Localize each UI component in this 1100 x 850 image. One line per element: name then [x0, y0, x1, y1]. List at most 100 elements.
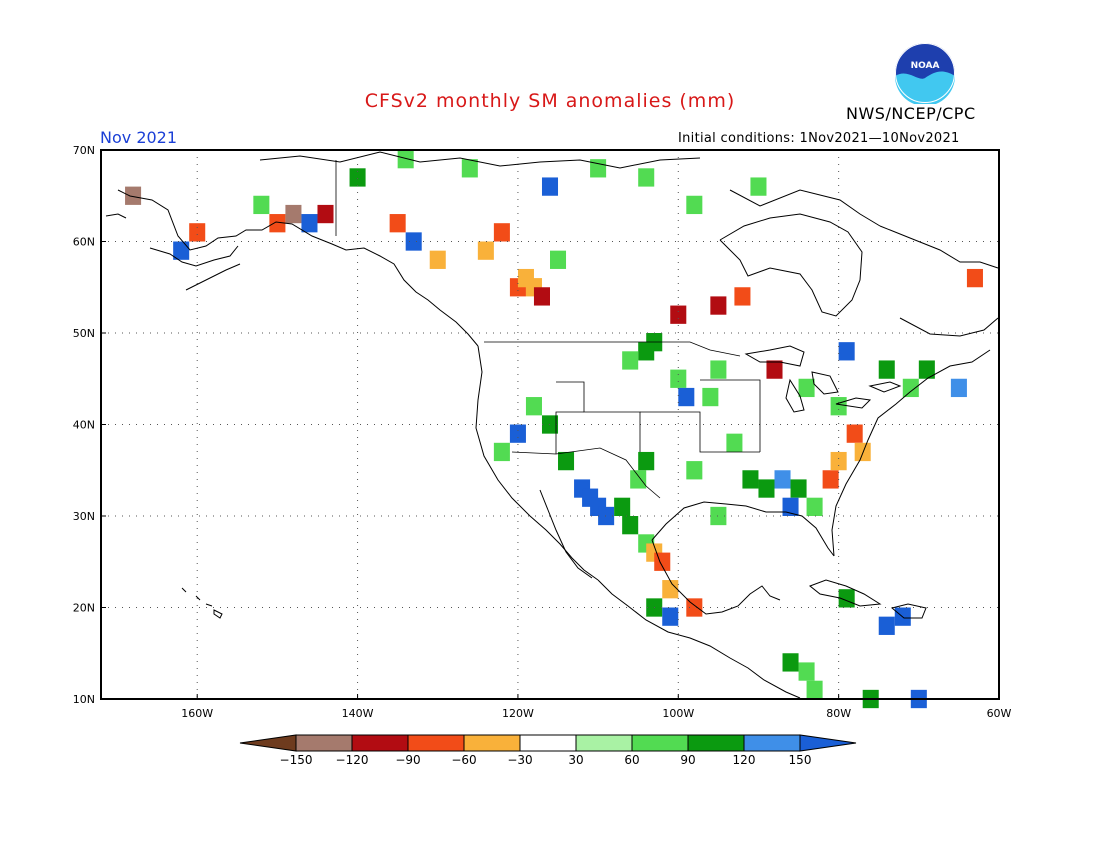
anomaly-cell [638, 342, 655, 361]
anomaly-cell [662, 607, 679, 626]
anomaly-cell [493, 442, 510, 462]
lat-tick-label: 50N [73, 327, 95, 340]
lon-tick-label: 140W [342, 707, 374, 720]
anomaly-cell [477, 241, 494, 260]
anomaly-cell [670, 369, 687, 388]
colorbar-label: −120 [336, 753, 369, 767]
colorbar-label: 150 [789, 753, 812, 767]
anomaly-cell [894, 296, 911, 315]
anomaly-cell [710, 506, 727, 526]
anomaly-cell [950, 378, 967, 398]
anomaly-cell [622, 351, 639, 370]
anomaly-cell [389, 214, 406, 233]
anomaly-cell [942, 278, 959, 297]
anomaly-cell [726, 433, 743, 452]
colorbar-label: −30 [507, 753, 532, 767]
anomaly-cell [966, 268, 983, 288]
anomaly-cell [550, 250, 567, 269]
colorbar-label: −150 [280, 753, 313, 767]
anomaly-cell [509, 424, 526, 443]
colorbar-swatch [575, 734, 633, 752]
anomaly-cell [678, 479, 695, 498]
agency-label: NWS/NCEP/CPC [846, 104, 976, 123]
anomaly-cell [686, 598, 703, 617]
anomaly-cell [750, 177, 767, 196]
anomaly-cell [662, 580, 679, 599]
anomaly-cell [798, 378, 815, 398]
anomaly-cell [622, 516, 639, 535]
anomaly-cell [285, 204, 302, 224]
svg-text:NOAA: NOAA [911, 61, 940, 71]
political-borders [335, 160, 761, 499]
longitude-labels: 160W 140W 120W 100W 80W 60W [181, 694, 1012, 720]
anomaly-cell [533, 287, 550, 306]
lon-tick-label: 80W [826, 707, 851, 720]
colorbar-legend: −150 −120 −90 −60 −30 30 60 90 120 150 [239, 734, 857, 767]
lon-tick-label: 120W [502, 707, 534, 720]
anomaly-cell [253, 195, 270, 215]
anomaly-cell [838, 589, 855, 608]
noaa-logo-icon: NOAA [895, 43, 955, 104]
anomaly-cell [125, 186, 142, 205]
anomaly-cell [686, 195, 703, 215]
anomaly-cell [173, 241, 190, 260]
map-title: CFSv2 monthly SM anomalies (mm) [364, 90, 736, 112]
coastlines [105, 151, 999, 699]
anomaly-cell [493, 223, 510, 242]
anomaly-cell [710, 296, 727, 315]
anomaly-cell [541, 177, 559, 196]
anomaly-cells [125, 150, 983, 709]
colorbar-swatch [463, 734, 521, 752]
colorbar-swatch [351, 734, 409, 752]
map-grid [101, 150, 999, 699]
anomaly-cell [678, 387, 695, 407]
anomaly-cell [461, 159, 478, 178]
anomaly-cell [622, 305, 639, 324]
anomaly-cell [317, 204, 334, 224]
anomaly-cell [349, 168, 366, 187]
lat-tick-label: 10N [73, 693, 95, 706]
anomaly-cell [598, 506, 615, 526]
lon-tick-label: 160W [181, 707, 213, 720]
anomaly-cell [517, 268, 534, 288]
colorbar-label: 90 [680, 753, 695, 767]
anomaly-cell [429, 250, 446, 269]
colorbar-label: 30 [568, 753, 583, 767]
colorbar-swatch [407, 734, 465, 752]
anomaly-cell [269, 214, 286, 233]
anomaly-cell [870, 305, 887, 324]
colorbar-left-arrow [239, 734, 297, 752]
anomaly-cell [405, 232, 422, 251]
lon-tick-label: 100W [662, 707, 694, 720]
anomaly-cell [638, 451, 655, 471]
colorbar-swatch [631, 734, 689, 752]
anomaly-cell [918, 360, 935, 379]
colorbar-label: −60 [451, 753, 476, 767]
anomaly-cell [838, 342, 855, 361]
colorbar-swatch [743, 734, 801, 752]
anomaly-cell [878, 360, 895, 379]
anomaly-cell [902, 378, 919, 398]
anomaly-cell [830, 397, 847, 416]
anomaly-cell [670, 305, 687, 324]
colorbar-label: 60 [624, 753, 639, 767]
lat-tick-label: 20N [73, 602, 95, 615]
colorbar-label: 120 [733, 753, 756, 767]
anomaly-cell [590, 159, 607, 178]
anomaly-cell [806, 497, 823, 516]
anomaly-cell [630, 470, 647, 489]
anomaly-cell [501, 259, 518, 279]
anomaly-cell [734, 287, 751, 306]
colorbar-right-arrow [799, 734, 857, 752]
anomaly-cell [638, 168, 655, 187]
colorbar-swatch [687, 734, 745, 752]
anomaly-cell [878, 616, 895, 635]
anomaly-cell [558, 451, 575, 471]
anomaly-cell [782, 653, 799, 672]
anomaly-cell [590, 305, 607, 324]
anomaly-cell [710, 360, 727, 379]
anomaly-cell [702, 387, 719, 407]
anomaly-cell [798, 662, 815, 681]
lon-tick-label: 60W [987, 707, 1012, 720]
